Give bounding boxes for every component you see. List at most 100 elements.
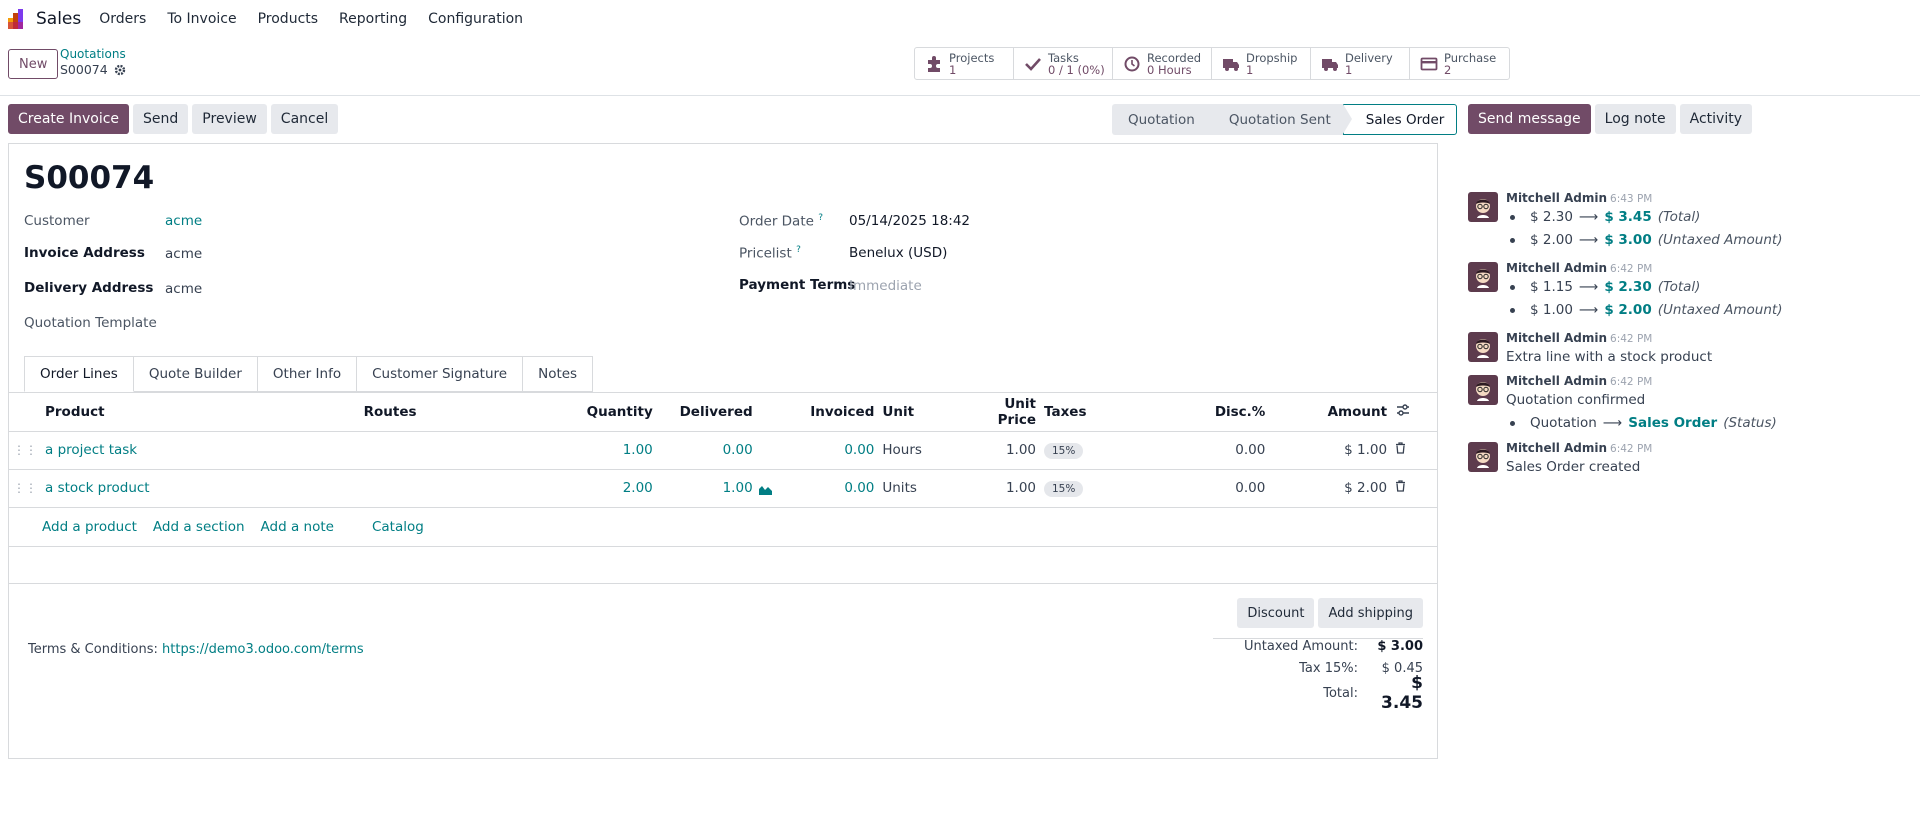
new-button[interactable]: New xyxy=(8,49,59,79)
drag-handle-icon[interactable]: ⋮⋮ xyxy=(9,431,41,470)
terms-label: Terms & Conditions: xyxy=(28,642,158,657)
purchase-smart-button[interactable]: Purchase 2 xyxy=(1410,48,1509,79)
payment-terms-label: Payment Terms xyxy=(739,277,856,293)
sales-app-logo-icon[interactable] xyxy=(6,8,28,30)
order-date-field[interactable]: 05/14/2025 18:42 xyxy=(849,213,971,229)
invoiced-cell[interactable]: 0.00 xyxy=(756,469,879,508)
avatar[interactable] xyxy=(1468,192,1498,222)
col-taxes[interactable]: Taxes xyxy=(1040,393,1180,432)
trash-icon[interactable] xyxy=(1391,469,1437,508)
gear-icon[interactable] xyxy=(114,64,126,76)
add-note-link[interactable]: Add a note xyxy=(260,518,334,535)
tab-other-info[interactable]: Other Info xyxy=(257,356,358,392)
total-amount: $ 3.45 xyxy=(1381,673,1423,713)
help-mark[interactable]: ? xyxy=(818,213,824,223)
message-body: Sales Order created xyxy=(1506,459,1641,475)
totals-divider xyxy=(1213,638,1423,639)
tab-customer-signature[interactable]: Customer Signature xyxy=(357,356,524,392)
discount-button[interactable]: Discount xyxy=(1237,598,1315,628)
tax-badge[interactable]: 15% xyxy=(1044,442,1084,459)
col-discount[interactable]: Disc.% xyxy=(1179,393,1270,432)
menu-orders[interactable]: Orders xyxy=(99,10,147,27)
stage-sales-order-label: Sales Order xyxy=(1365,111,1445,128)
menu-products[interactable]: Products xyxy=(257,10,319,27)
avatar[interactable] xyxy=(1468,332,1498,362)
menu-to-invoice[interactable]: To Invoice xyxy=(167,10,237,27)
projects-smart-button[interactable]: Projects 1 xyxy=(915,48,1014,79)
discount-cell[interactable]: 0.00 xyxy=(1179,469,1270,508)
menu-reporting[interactable]: Reporting xyxy=(339,10,408,27)
log-note-button[interactable]: Log note xyxy=(1594,104,1676,134)
menu-configuration[interactable]: Configuration xyxy=(428,10,524,27)
tab-quote-builder[interactable]: Quote Builder xyxy=(133,356,258,392)
table-row[interactable]: ⋮⋮ a project task 1.00 0.00 0.00 Hours 1… xyxy=(9,431,1437,470)
stage-quotation[interactable]: Quotation xyxy=(1112,104,1216,135)
col-delivered[interactable]: Delivered xyxy=(656,393,757,432)
unit-cell[interactable]: Units xyxy=(878,469,963,508)
quantity-cell[interactable]: 2.00 xyxy=(556,469,657,508)
stage-quotation-label: Quotation xyxy=(1128,111,1195,128)
invoiced-cell[interactable]: 0.00 xyxy=(756,431,879,470)
delivered-cell[interactable]: 0.00 xyxy=(656,431,757,470)
col-unit-price[interactable]: Unit Price xyxy=(962,393,1040,432)
table-row[interactable]: ⋮⋮ a stock product 2.00 1.00 0.00 Units … xyxy=(9,469,1437,508)
product-link[interactable]: a stock product xyxy=(45,480,150,496)
send-message-button[interactable]: Send message xyxy=(1468,104,1591,134)
routes-cell[interactable] xyxy=(359,431,557,470)
add-shipping-button[interactable]: Add shipping xyxy=(1318,598,1423,628)
unit-price-cell[interactable]: 1.00 xyxy=(962,469,1040,508)
routes-cell[interactable] xyxy=(359,469,557,508)
col-routes[interactable]: Routes xyxy=(359,393,557,432)
terms-link[interactable]: https://demo3.odoo.com/terms xyxy=(162,642,364,657)
avatar[interactable] xyxy=(1468,442,1498,472)
delivered-cell[interactable]: 1.00 xyxy=(656,469,772,508)
payment-terms-field[interactable]: Immediate xyxy=(849,278,922,294)
pricelist-field[interactable]: Benelux (USD) xyxy=(849,245,948,261)
col-product[interactable]: Product xyxy=(41,393,360,432)
discount-cell[interactable]: 0.00 xyxy=(1179,431,1270,470)
quantity-cell[interactable]: 1.00 xyxy=(556,431,657,470)
catalog-link[interactable]: Catalog xyxy=(371,518,424,535)
trash-icon[interactable] xyxy=(1391,431,1437,470)
help-mark[interactable]: ? xyxy=(796,245,801,255)
avatar[interactable] xyxy=(1468,375,1498,405)
drag-handle-icon[interactable]: ⋮⋮ xyxy=(9,469,41,508)
send-button[interactable]: Send xyxy=(133,104,189,134)
tax-badge[interactable]: 15% xyxy=(1044,480,1084,497)
cancel-button[interactable]: Cancel xyxy=(270,104,339,134)
status-bar: Quotation Quotation Sent Sales Order xyxy=(1112,104,1458,135)
delivery-address-field[interactable]: acme xyxy=(165,281,203,297)
customer-label: Customer xyxy=(24,213,90,229)
product-link[interactable]: a project task xyxy=(45,442,138,458)
stage-sales-order[interactable]: Sales Order xyxy=(1342,104,1458,135)
forecast-chart-icon[interactable] xyxy=(758,484,773,495)
stage-quotation-sent[interactable]: Quotation Sent xyxy=(1206,104,1352,135)
invoice-address-field[interactable]: acme xyxy=(165,246,203,262)
avatar[interactable] xyxy=(1468,262,1498,292)
create-invoice-button[interactable]: Create Invoice xyxy=(8,104,130,134)
preview-button[interactable]: Preview xyxy=(192,104,267,134)
delivery-smart-button[interactable]: Delivery 1 xyxy=(1311,48,1410,79)
tax-amount: $ 0.45 xyxy=(1381,660,1423,676)
message-author: Mitchell Admin xyxy=(1506,374,1608,388)
tasks-smart-button[interactable]: Tasks 0 / 1 (0%) xyxy=(1014,48,1113,79)
breadcrumb-quotations[interactable]: Quotations xyxy=(60,47,126,61)
col-invoiced[interactable]: Invoiced xyxy=(756,393,879,432)
dropship-smart-button[interactable]: Dropship 1 xyxy=(1212,48,1311,79)
col-quantity[interactable]: Quantity xyxy=(556,393,657,432)
recorded-smart-button[interactable]: Recorded 0 Hours xyxy=(1113,48,1212,79)
col-unit[interactable]: Unit xyxy=(878,393,963,432)
activity-button[interactable]: Activity xyxy=(1679,104,1752,134)
unit-cell[interactable]: Hours xyxy=(878,431,963,470)
col-amount[interactable]: Amount xyxy=(1269,393,1392,432)
tab-order-lines[interactable]: Order Lines xyxy=(24,356,134,392)
unit-price-cell[interactable]: 1.00 xyxy=(962,431,1040,470)
tab-notes[interactable]: Notes xyxy=(523,356,594,392)
message-time: 6:43 PM xyxy=(1610,193,1653,205)
app-name[interactable]: Sales xyxy=(36,8,82,29)
column-settings-icon[interactable] xyxy=(1391,393,1437,432)
add-product-link[interactable]: Add a product xyxy=(42,518,137,535)
customer-field[interactable]: acme xyxy=(165,213,203,229)
order-date-label: Order Date ? xyxy=(739,213,824,230)
add-section-link[interactable]: Add a section xyxy=(152,518,245,535)
